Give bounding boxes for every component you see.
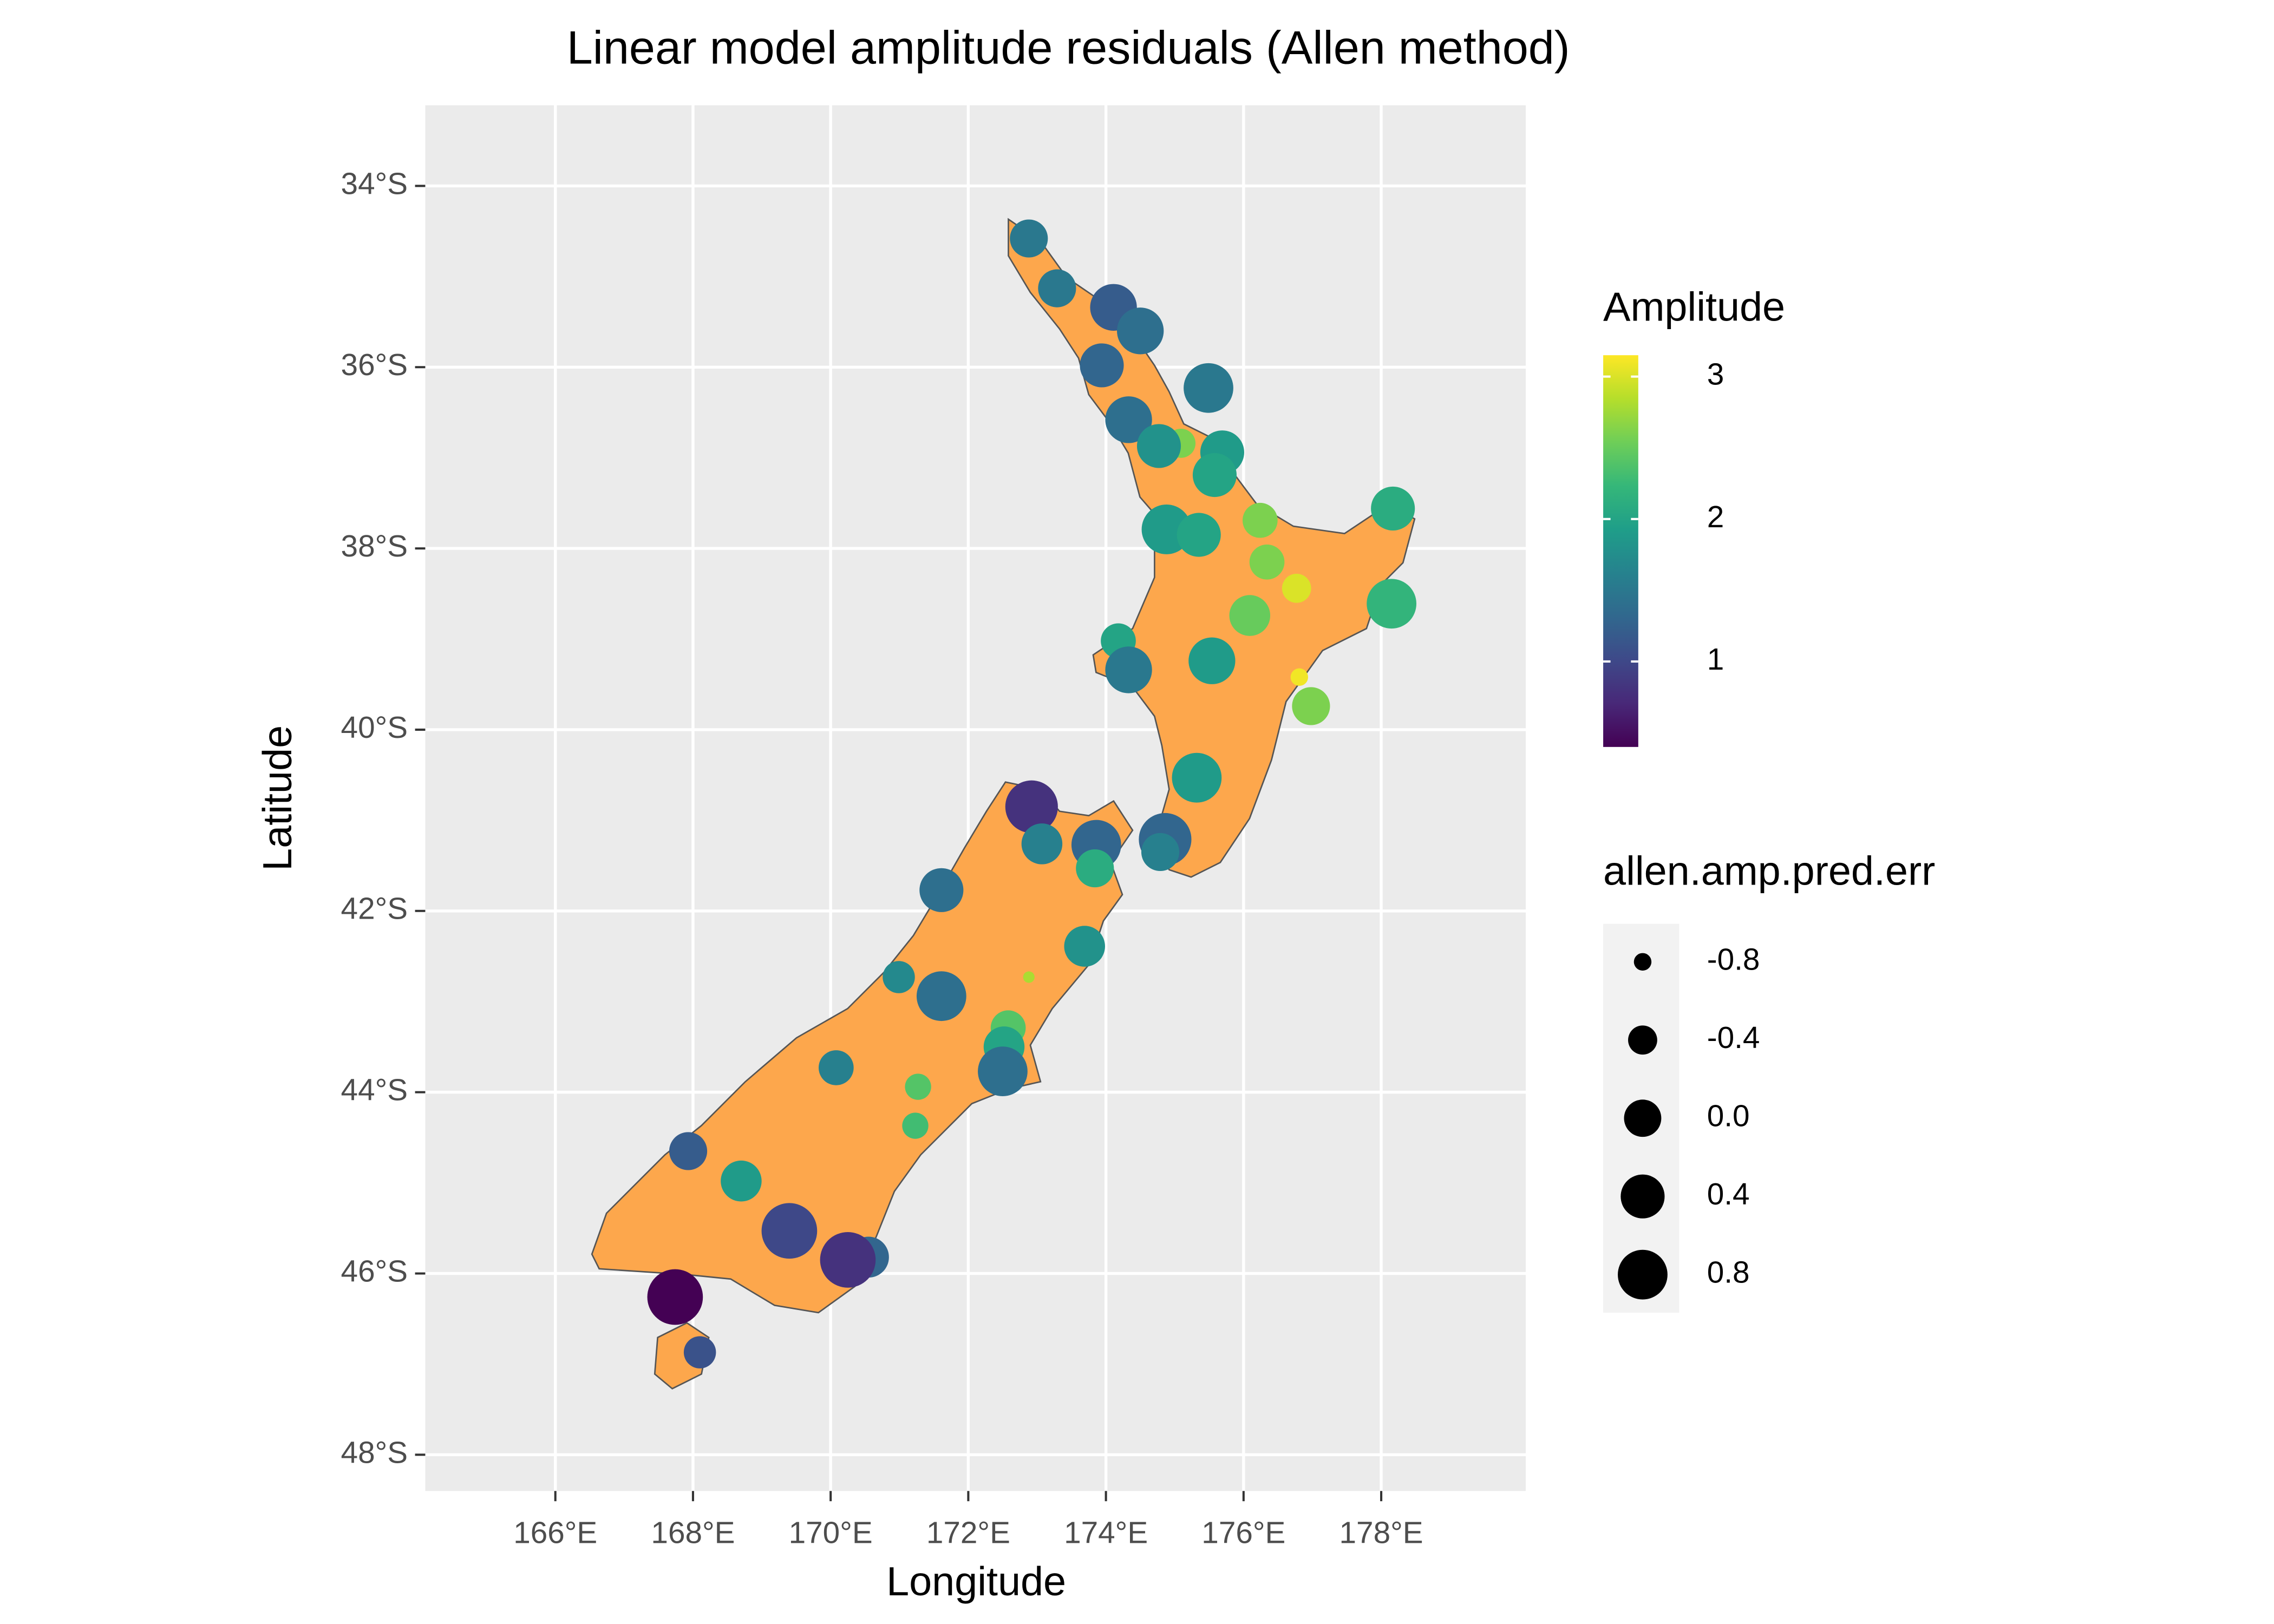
size-legend-label: 0.0 bbox=[1707, 1099, 1750, 1134]
y-tick-label: 48°S bbox=[341, 1436, 408, 1470]
y-tick-label: 46°S bbox=[341, 1254, 408, 1288]
station-point bbox=[1282, 573, 1311, 603]
y-tick-label: 42°S bbox=[341, 892, 408, 926]
station-point bbox=[1076, 849, 1114, 888]
y-axis-label: Latitude bbox=[255, 725, 300, 871]
x-tick-label: 176°E bbox=[1201, 1516, 1285, 1550]
chart-title: Linear model amplitude residuals (Allen … bbox=[567, 22, 1570, 74]
station-point bbox=[1080, 343, 1124, 388]
station-point bbox=[1064, 926, 1105, 967]
station-point bbox=[1192, 453, 1237, 497]
x-axis-label: Longitude bbox=[886, 1559, 1066, 1605]
station-point bbox=[916, 971, 966, 1021]
y-tick-label: 38°S bbox=[341, 529, 408, 564]
station-point bbox=[818, 1050, 854, 1085]
station-point bbox=[1010, 219, 1048, 258]
size-legend-key bbox=[1618, 1249, 1668, 1300]
station-point bbox=[1229, 595, 1271, 636]
station-point bbox=[1136, 424, 1181, 468]
station-point bbox=[1249, 544, 1285, 580]
colorbar bbox=[1603, 355, 1638, 747]
size-legend-title: allen.amp.pred.err bbox=[1603, 849, 1935, 894]
station-point bbox=[1188, 637, 1236, 684]
station-point bbox=[1021, 823, 1063, 865]
station-point bbox=[1371, 486, 1415, 531]
station-point bbox=[1105, 646, 1152, 693]
panel bbox=[425, 105, 1526, 1491]
size-legend-key bbox=[1624, 1099, 1662, 1137]
colorbar-label: 1 bbox=[1707, 643, 1724, 677]
station-point bbox=[1023, 971, 1035, 983]
station-point bbox=[721, 1160, 762, 1202]
station-point bbox=[1141, 833, 1180, 872]
color-legend-title: Amplitude bbox=[1603, 284, 1785, 330]
station-point bbox=[905, 1073, 931, 1100]
station-point bbox=[1177, 513, 1221, 557]
station-point bbox=[669, 1132, 708, 1170]
station-point bbox=[820, 1232, 876, 1288]
station-point bbox=[1367, 579, 1417, 629]
station-point bbox=[1184, 363, 1233, 413]
y-tick-label: 44°S bbox=[341, 1073, 408, 1108]
size-legend-label: 0.8 bbox=[1707, 1256, 1750, 1290]
size-legend-label: 0.4 bbox=[1707, 1177, 1750, 1212]
y-tick-label: 34°S bbox=[341, 167, 408, 201]
station-point bbox=[1292, 687, 1330, 725]
station-point bbox=[978, 1046, 1028, 1097]
size-legend-label: -0.4 bbox=[1707, 1021, 1760, 1055]
station-point bbox=[1005, 780, 1058, 833]
x-tick-label: 170°E bbox=[789, 1516, 873, 1550]
station-point bbox=[1038, 269, 1076, 307]
size-legend-label: -0.8 bbox=[1707, 943, 1760, 977]
station-point bbox=[1172, 752, 1222, 803]
size-legend-key bbox=[1628, 1025, 1657, 1055]
station-point bbox=[761, 1203, 818, 1259]
station-point bbox=[919, 868, 964, 912]
colorbar-label: 2 bbox=[1707, 500, 1724, 534]
x-tick-label: 166°E bbox=[513, 1516, 597, 1550]
station-point bbox=[1105, 396, 1152, 443]
station-point bbox=[1243, 502, 1278, 538]
station-point bbox=[647, 1269, 703, 1325]
colorbar-label: 3 bbox=[1707, 358, 1724, 392]
y-tick-label: 40°S bbox=[341, 711, 408, 745]
station-point bbox=[902, 1112, 929, 1139]
x-tick-label: 168°E bbox=[651, 1516, 735, 1550]
size-legend-key bbox=[1620, 1174, 1665, 1219]
x-tick-label: 172°E bbox=[926, 1516, 1010, 1550]
y-tick-label: 36°S bbox=[341, 348, 408, 382]
station-point bbox=[1290, 668, 1308, 686]
x-tick-label: 174°E bbox=[1064, 1516, 1148, 1550]
station-point bbox=[883, 961, 915, 993]
station-point bbox=[1116, 307, 1164, 355]
size-legend-key bbox=[1633, 953, 1652, 971]
x-tick-label: 178°E bbox=[1339, 1516, 1423, 1550]
station-point bbox=[683, 1336, 716, 1368]
